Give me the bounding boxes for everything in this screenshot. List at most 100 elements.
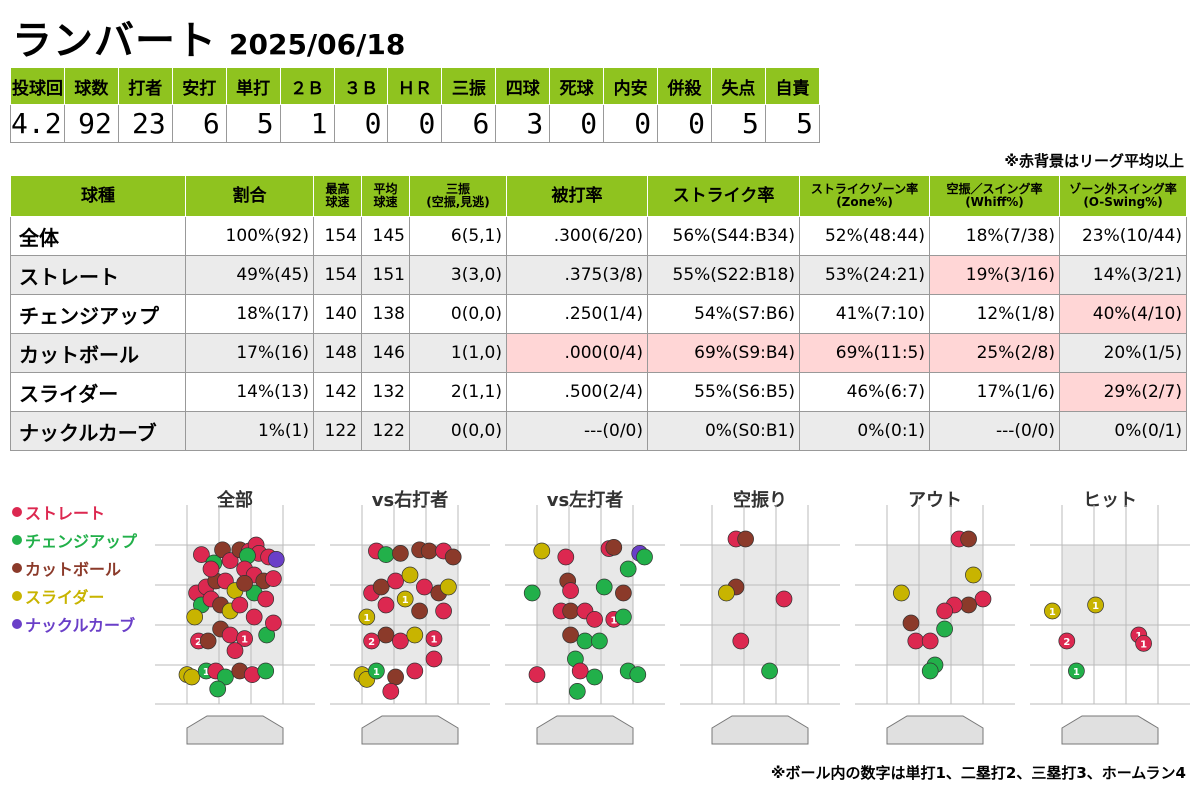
summary-value: 6 <box>441 104 497 143</box>
pitch-stat-oswing: 14%(3/21) <box>1059 255 1187 295</box>
summary-value: 0 <box>603 104 659 143</box>
game-date: 2025/06/18 <box>229 28 406 61</box>
pitch-point <box>718 584 735 602</box>
pitch-stat-oswing: 23%(10/44) <box>1059 216 1187 256</box>
pitch-point <box>1087 596 1104 614</box>
legend-label: カットボール <box>25 560 122 579</box>
summary-value: 0 <box>333 104 389 143</box>
pitch-stat-avg: 151 <box>361 255 410 295</box>
pitch-stat-zone: 52%(48:44) <box>799 216 930 256</box>
pitch-point <box>387 572 404 590</box>
pitch-point <box>392 545 409 562</box>
pitch-stat-avg_against: ---(0/0) <box>506 411 648 451</box>
pitch-point <box>562 602 579 620</box>
pitch-stat-oswing: 29%(2/7) <box>1059 372 1187 412</box>
pitch-table-header: 三振 (空振,見逃) <box>409 175 507 217</box>
pitch-table-header: 最高 球速 <box>313 175 362 217</box>
pitch-stat-zone: 53%(24:21) <box>799 255 930 295</box>
pitch-point <box>236 575 253 592</box>
pitch-stat-max: 154 <box>313 255 362 295</box>
pitch-table-row: 全体 100%(92) 154 145 6(5,1) .300(6/20) 56%(S44:… <box>10 216 1187 256</box>
pitch-point <box>562 626 579 644</box>
pitch-table-header-row: 球種 割合 最高 球速 平均 球速 三振 (空振,見逃) 被打率 ストライク率 ストライクゾーン率(… <box>10 175 1187 217</box>
plot-panel: 空振り <box>680 489 840 745</box>
hit-type-label: 1 <box>1073 667 1080 678</box>
summary-header-row: 投球回 球数 打者 安打 単打 ２Ｂ ３Ｂ ＨＲ 三振 四球 死球 内安 併殺 失点 自責 <box>10 67 821 105</box>
summary-value: 5 <box>764 104 821 143</box>
legend-label: ナックルカーブ <box>25 616 136 635</box>
pitch-stat-whiff: 18%(7/38) <box>929 216 1060 256</box>
pitch-point <box>557 548 575 566</box>
pitch-stat-avg_against: .500(2/4) <box>506 372 648 412</box>
hit-type-label: 2 <box>368 637 375 648</box>
summary-header: 単打 <box>225 67 281 105</box>
pitch-name: チェンジアップ <box>10 294 186 334</box>
legend-label: ストレート <box>25 504 106 523</box>
pitch-point <box>936 620 953 638</box>
pitch-point <box>737 530 754 548</box>
summary-value: 23 <box>117 104 173 143</box>
pitch-point <box>775 590 793 608</box>
pitch-point <box>615 608 632 626</box>
pitch-stat-k: 2(1,1) <box>409 372 507 412</box>
pitch-type-table: 球種 割合 最高 球速 平均 球速 三振 (空振,見逃) 被打率 ストライク率 ストライクゾーン率(… <box>10 175 1187 451</box>
pitch-stat-strike: 56%(S44:B34) <box>647 216 800 256</box>
pitch-point <box>245 608 263 626</box>
pitch-stat-k: 6(5,1) <box>409 216 507 256</box>
pitch-stat-oswing: 0%(0/1) <box>1059 411 1187 451</box>
pitch-point <box>936 602 953 620</box>
summary-header: 球数 <box>63 67 119 105</box>
pitch-stat-zone: 41%(7:10) <box>799 294 930 334</box>
summary-table: 投球回 球数 打者 安打 単打 ２Ｂ ３Ｂ ＨＲ 三振 四球 死球 内安 併殺 失点 自責 4.2 92 23 6… <box>10 67 821 143</box>
pitch-point <box>368 662 385 680</box>
pitch-table-header: 被打率 <box>506 175 648 217</box>
pitch-point <box>377 596 395 614</box>
pitch-point <box>217 668 234 686</box>
summary-value-row: 4.2 92 23 6 5 1 0 0 6 3 0 0 0 5 5 <box>10 104 821 143</box>
pitch-point <box>629 666 647 683</box>
pitch-table-header: ゾーン外スイング率 (O-Swing%) <box>1059 175 1187 217</box>
pitch-legend: ストレート チェンジアップ カットボール スライダー ナックルカーブ <box>12 498 137 638</box>
pitch-name: 全体 <box>10 216 186 256</box>
pitch-point <box>595 578 613 596</box>
pitch-point <box>209 680 227 698</box>
pitch-point <box>406 662 424 680</box>
pitch-stat-whiff: 17%(1/6) <box>929 372 1060 412</box>
plot-panel: vs右打者 1 1 2 1 1 <box>330 489 490 745</box>
summary-header: 四球 <box>495 67 551 105</box>
pitch-point <box>425 650 443 668</box>
pitch-point <box>605 539 623 556</box>
pitch-stat-avg_against: .300(6/20) <box>506 216 648 256</box>
pitch-point <box>1044 602 1061 620</box>
pitch-stat-strike: 55%(S22:B18) <box>647 255 800 295</box>
summary-header: 三振 <box>441 67 497 105</box>
legend-dot-icon <box>12 619 22 629</box>
pitch-point <box>199 632 217 650</box>
pitch-point <box>440 578 457 596</box>
pitch-stat-max: 140 <box>313 294 362 334</box>
hit-type-label: 1 <box>203 667 210 678</box>
hit-type-label: 1 <box>610 615 617 626</box>
pitch-point <box>1135 635 1152 652</box>
hit-type-label: 1 <box>1092 601 1099 612</box>
pitch-point <box>425 630 443 647</box>
pitch-point <box>444 548 462 566</box>
pitcher-name: ランバート <box>12 18 217 64</box>
summary-value: 0 <box>549 104 605 143</box>
pitch-point <box>619 560 637 578</box>
pitch-name: カットボール <box>10 333 186 373</box>
plot-panel: vs左打者 1 <box>505 489 665 745</box>
summary-value: 4.2 <box>10 104 65 143</box>
pitch-table-header: 平均 球速 <box>361 175 410 217</box>
pitch-point <box>960 596 977 614</box>
home-plate-icon <box>536 715 634 745</box>
legend-item: カットボール <box>12 554 137 582</box>
pitch-stat-avg: 122 <box>361 411 410 451</box>
pitch-stat-whiff: ---(0/0) <box>929 411 1060 451</box>
summary-value: 5 <box>225 104 281 143</box>
summary-value: 3 <box>495 104 551 143</box>
plot-title: vs左打者 <box>547 489 623 511</box>
pitch-point <box>902 614 920 632</box>
pitch-point <box>392 632 409 650</box>
pitch-stat-avg: 138 <box>361 294 410 334</box>
